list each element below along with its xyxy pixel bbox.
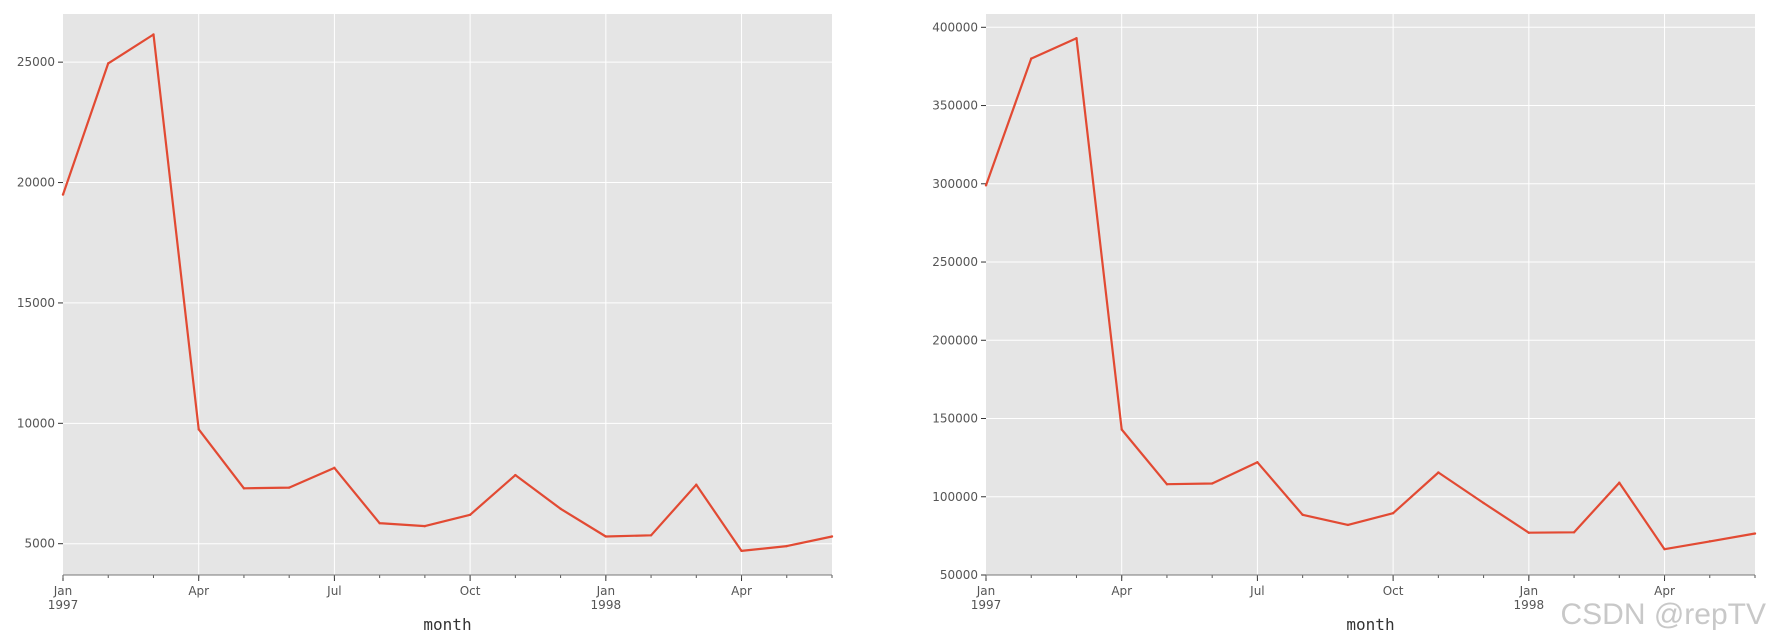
data-point [1618, 481, 1621, 484]
series-line [61, 33, 833, 553]
y-tick-label: 300000 [932, 177, 978, 191]
data-point [1120, 428, 1123, 431]
y-tick-label: 100000 [932, 490, 978, 504]
data-point [604, 535, 608, 538]
x-tick-label: Jul [1249, 584, 1264, 598]
y-tick-label: 25000 [17, 55, 55, 69]
data-point [559, 507, 562, 510]
data-point [1210, 482, 1214, 485]
x-tick-label: Jan [53, 584, 73, 598]
data-point [1482, 501, 1485, 505]
y-tick-label: 200000 [932, 333, 978, 347]
data-point [1527, 531, 1531, 534]
y-tick-label: 20000 [17, 176, 55, 190]
plot-area [986, 14, 1755, 575]
x-tick-sublabel: 1998 [591, 598, 622, 612]
data-point [1165, 483, 1169, 486]
data-point [61, 193, 65, 196]
data-point [197, 428, 200, 431]
data-point [1075, 37, 1078, 40]
data-point [1572, 531, 1576, 534]
series-line [984, 37, 1756, 551]
x-tick-sublabel: 1997 [48, 598, 79, 612]
y-tick-label: 5000 [24, 537, 55, 551]
data-point [514, 473, 517, 477]
plot-area [63, 14, 832, 575]
x-tick-label: Jan [976, 584, 996, 598]
x-tick-label: Jul [326, 584, 341, 598]
y-tick-label: 150000 [932, 412, 978, 426]
y-tick-label: 15000 [17, 296, 55, 310]
x-tick-label: Apr [1111, 584, 1132, 598]
data-point [333, 466, 336, 470]
data-point [1301, 513, 1304, 516]
data-point [740, 549, 743, 553]
x-tick-label: Oct [460, 584, 481, 598]
x-tick-label: Apr [1654, 584, 1675, 598]
data-point [1437, 471, 1440, 474]
x-tick-label: Apr [188, 584, 209, 598]
data-point [287, 486, 291, 489]
data-point [649, 534, 653, 537]
data-point [423, 524, 427, 528]
data-point [1663, 547, 1666, 551]
x-tick-sublabel: 1998 [1514, 598, 1545, 612]
x-tick-sublabel: 1997 [971, 598, 1002, 612]
x-tick-label: Jan [596, 584, 616, 598]
x-tick-label: Apr [731, 584, 752, 598]
data-point [378, 522, 381, 525]
data-point [1256, 461, 1259, 464]
data-point [984, 184, 988, 187]
y-tick-label: 10000 [17, 416, 55, 430]
x-tick-label: Oct [1383, 584, 1404, 598]
watermark-text: CSDN @repTV [1561, 598, 1767, 631]
data-point [242, 487, 246, 490]
y-tick-label: 250000 [932, 255, 978, 269]
chart-right: 50000 100000 150000 200000 250000 300000 35000… [932, 14, 1757, 634]
data-point [785, 544, 788, 548]
data-point [830, 535, 834, 538]
data-point [1391, 511, 1395, 515]
y-tick-label: 50000 [940, 568, 978, 582]
data-point [1030, 57, 1033, 60]
data-point [1708, 540, 1711, 543]
x-axis-title: month [423, 615, 471, 634]
data-point [695, 483, 698, 486]
data-point [152, 33, 155, 36]
x-tick-label: Jan [1519, 584, 1539, 598]
data-point [107, 62, 110, 65]
data-point [1346, 523, 1350, 527]
x-axis-title: month [1346, 615, 1394, 634]
y-tick-label: 400000 [932, 20, 978, 34]
data-point [468, 513, 472, 517]
y-tick-label: 350000 [932, 99, 978, 113]
data-point [1753, 532, 1757, 535]
